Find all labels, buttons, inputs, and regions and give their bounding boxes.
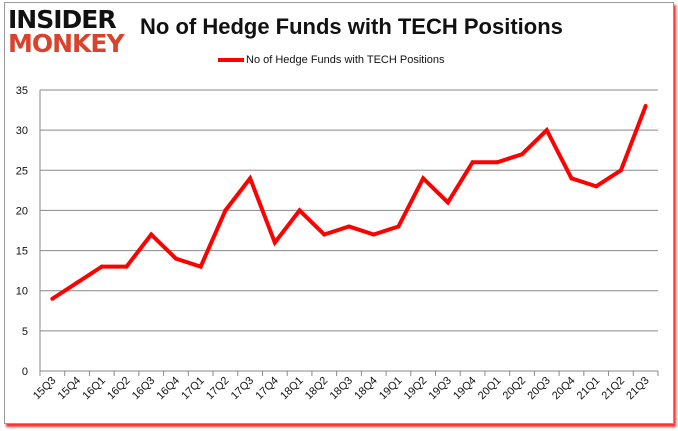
x-tick-label: 19Q1 (377, 375, 405, 403)
data-point (371, 232, 376, 237)
x-tick-label: 20Q3 (525, 375, 553, 403)
y-tick-label: 15 (16, 246, 28, 258)
data-point (223, 208, 228, 213)
chart-frame (4, 2, 674, 424)
y-tick-label: 10 (16, 286, 28, 298)
data-point (594, 184, 599, 189)
x-tick-label: 21Q2 (600, 375, 628, 403)
legend-label: No of Hedge Funds with TECH Positions (246, 54, 445, 66)
x-tick-label: 18Q1 (278, 375, 306, 403)
y-tick-label: 25 (16, 165, 28, 177)
x-tick-label: 18Q4 (352, 375, 380, 403)
chart-title: No of Hedge Funds with TECH Positions (140, 14, 563, 39)
data-point (520, 152, 525, 157)
data-point (445, 200, 450, 205)
y-tick-label: 0 (22, 366, 28, 378)
data-point (99, 264, 104, 269)
x-tick-label: 21Q3 (624, 375, 652, 403)
x-tick-label: 16Q4 (155, 375, 183, 403)
data-point (569, 176, 574, 181)
data-point (272, 240, 277, 245)
x-tick-label: 15Q3 (31, 375, 59, 403)
data-point (396, 224, 401, 229)
x-tick-label: 16Q2 (105, 375, 133, 403)
y-tick-label: 30 (16, 125, 28, 137)
x-tick-label: 18Q2 (303, 375, 331, 403)
logo-line2: MONKEY (8, 29, 125, 58)
x-tick-label: 17Q2 (204, 375, 232, 403)
data-point (347, 224, 351, 229)
logo-line1: INSIDER (8, 5, 117, 34)
data-point (322, 232, 327, 237)
data-point (297, 208, 302, 213)
data-point (248, 176, 253, 181)
data-point (149, 232, 154, 237)
x-tick-label: 20Q1 (476, 375, 504, 403)
data-point (643, 104, 648, 109)
x-tick-label: 17Q4 (253, 375, 281, 403)
y-tick-label: 20 (16, 205, 28, 217)
y-tick-label: 35 (16, 85, 28, 97)
y-tick-label: 5 (22, 326, 28, 338)
x-tick-label: 21Q1 (575, 375, 603, 403)
x-tick-label: 19Q2 (402, 375, 430, 403)
data-point (421, 176, 426, 181)
data-point (544, 128, 549, 133)
data-point (470, 160, 475, 165)
x-tick-label: 17Q3 (229, 375, 257, 403)
x-tick-label: 15Q4 (56, 375, 84, 403)
data-point (495, 160, 500, 165)
x-tick-label: 20Q4 (550, 375, 578, 403)
x-tick-label: 20Q2 (501, 375, 529, 403)
data-point (173, 256, 178, 261)
data-point (124, 264, 129, 269)
x-tick-label: 18Q3 (328, 375, 356, 403)
insider-monkey-logo: INSIDER MONKEY (8, 5, 125, 58)
legend-swatch (218, 58, 244, 62)
x-tick-label: 16Q1 (80, 375, 108, 403)
series-line (51, 105, 648, 301)
x-tick-label: 17Q1 (179, 375, 207, 403)
x-tick-label: 19Q4 (451, 375, 479, 403)
x-tick-label: 16Q3 (130, 375, 158, 403)
data-point (618, 168, 623, 173)
data-point (198, 264, 203, 269)
x-tick-label: 19Q3 (426, 375, 454, 403)
legend: No of Hedge Funds with TECH Positions (218, 54, 445, 66)
data-point (75, 280, 80, 285)
data-point (50, 296, 55, 301)
